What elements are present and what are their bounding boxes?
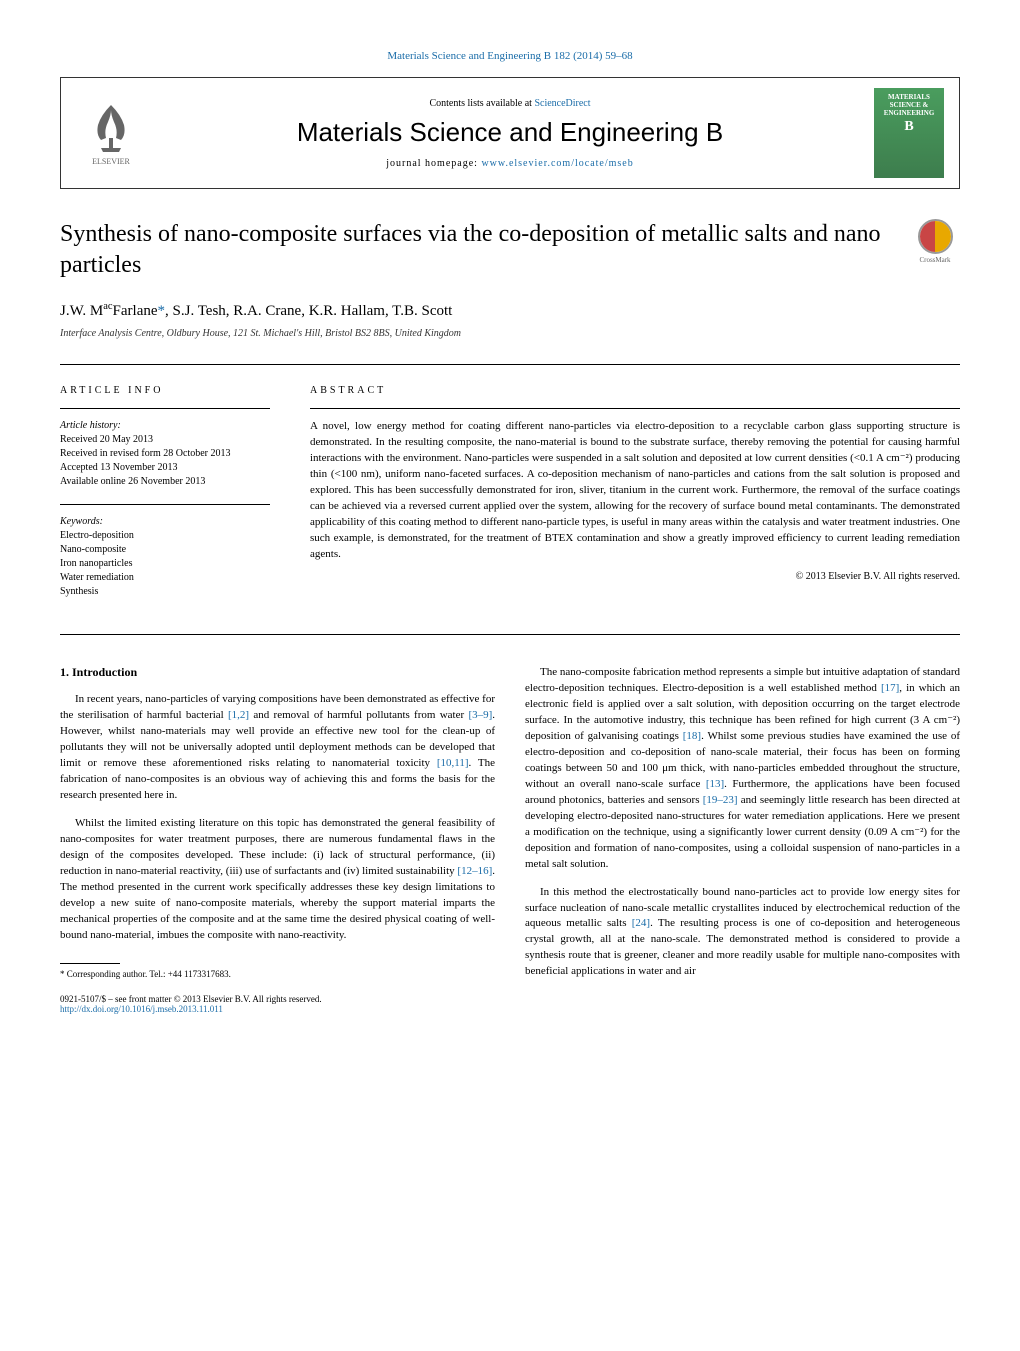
crossmark-badge[interactable]: CrossMark xyxy=(910,219,960,269)
body-paragraph: In recent years, nano-particles of varyi… xyxy=(60,692,495,804)
body-paragraph: In this method the electrostatically bou… xyxy=(525,885,960,981)
header-citation: Materials Science and Engineering B 182 … xyxy=(60,50,960,62)
intro-heading: 1. Introduction xyxy=(60,665,495,680)
authors-list: J.W. MacFarlane*, S.J. Tesh, R.A. Crane,… xyxy=(60,301,960,320)
journal-cover-thumbnail: MATERIALS SCIENCE & ENGINEERING B xyxy=(874,88,944,178)
keyword-item: Electro-deposition xyxy=(60,529,270,543)
homepage-link[interactable]: www.elsevier.com/locate/mseb xyxy=(481,158,633,169)
issn-line: 0921-5107/$ – see front matter © 2013 El… xyxy=(60,994,495,1004)
citation-link[interactable]: [19–23] xyxy=(703,794,738,806)
keyword-item: Nano-composite xyxy=(60,543,270,557)
journal-header-box: ELSEVIER Contents lists available at Sci… xyxy=(60,77,960,189)
citation-link[interactable]: [1,2] xyxy=(228,709,249,721)
citation-link[interactable]: [12–16] xyxy=(457,865,492,877)
keyword-item: Water remediation xyxy=(60,571,270,585)
crossmark-icon xyxy=(918,219,953,254)
sciencedirect-link[interactable]: ScienceDirect xyxy=(534,98,590,109)
citation-link[interactable]: [17] xyxy=(881,682,899,694)
citation-link[interactable]: [13] xyxy=(706,778,724,790)
abstract-label: ABSTRACT xyxy=(310,385,960,396)
affiliation: Interface Analysis Centre, Oldbury House… xyxy=(60,328,960,339)
corresponding-author-note: * Corresponding author. Tel.: +44 117331… xyxy=(60,969,495,979)
elsevier-logo: ELSEVIER xyxy=(76,93,146,173)
article-title: Synthesis of nano-composite surfaces via… xyxy=(60,219,910,281)
body-paragraph: The nano-composite fabrication method re… xyxy=(525,665,960,872)
elsevier-label: ELSEVIER xyxy=(92,157,130,166)
history-heading: Article history: xyxy=(60,419,270,433)
received-date: Received 20 May 2013 xyxy=(60,433,270,447)
cover-title: MATERIALS SCIENCE & ENGINEERING xyxy=(879,93,939,117)
keywords-list: Electro-depositionNano-compositeIron nan… xyxy=(60,529,270,599)
accepted-date: Accepted 13 November 2013 xyxy=(60,461,270,475)
cover-letter: B xyxy=(904,119,913,135)
citation-link[interactable]: [3–9] xyxy=(468,709,492,721)
citation-link[interactable]: [24] xyxy=(632,917,650,929)
abstract-text: A novel, low energy method for coating d… xyxy=(310,419,960,562)
body-paragraph: Whilst the limited existing literature o… xyxy=(60,816,495,944)
doi-link[interactable]: http://dx.doi.org/10.1016/j.mseb.2013.11… xyxy=(60,1004,223,1014)
citation-link[interactable]: [10,11] xyxy=(437,757,469,769)
crossmark-label: CrossMark xyxy=(919,256,950,264)
citation-link[interactable]: [18] xyxy=(683,730,701,742)
journal-name: Materials Science and Engineering B xyxy=(146,117,874,148)
abstract-copyright: © 2013 Elsevier B.V. All rights reserved… xyxy=(310,571,960,582)
contents-available: Contents lists available at ScienceDirec… xyxy=(146,98,874,109)
elsevier-tree-icon xyxy=(86,100,136,155)
keywords-heading: Keywords: xyxy=(60,515,270,529)
keyword-item: Synthesis xyxy=(60,585,270,599)
keyword-item: Iron nanoparticles xyxy=(60,557,270,571)
homepage-line: journal homepage: www.elsevier.com/locat… xyxy=(146,158,874,169)
revised-date: Received in revised form 28 October 2013 xyxy=(60,447,270,461)
online-date: Available online 26 November 2013 xyxy=(60,475,270,489)
article-info-label: ARTICLE INFO xyxy=(60,385,270,396)
